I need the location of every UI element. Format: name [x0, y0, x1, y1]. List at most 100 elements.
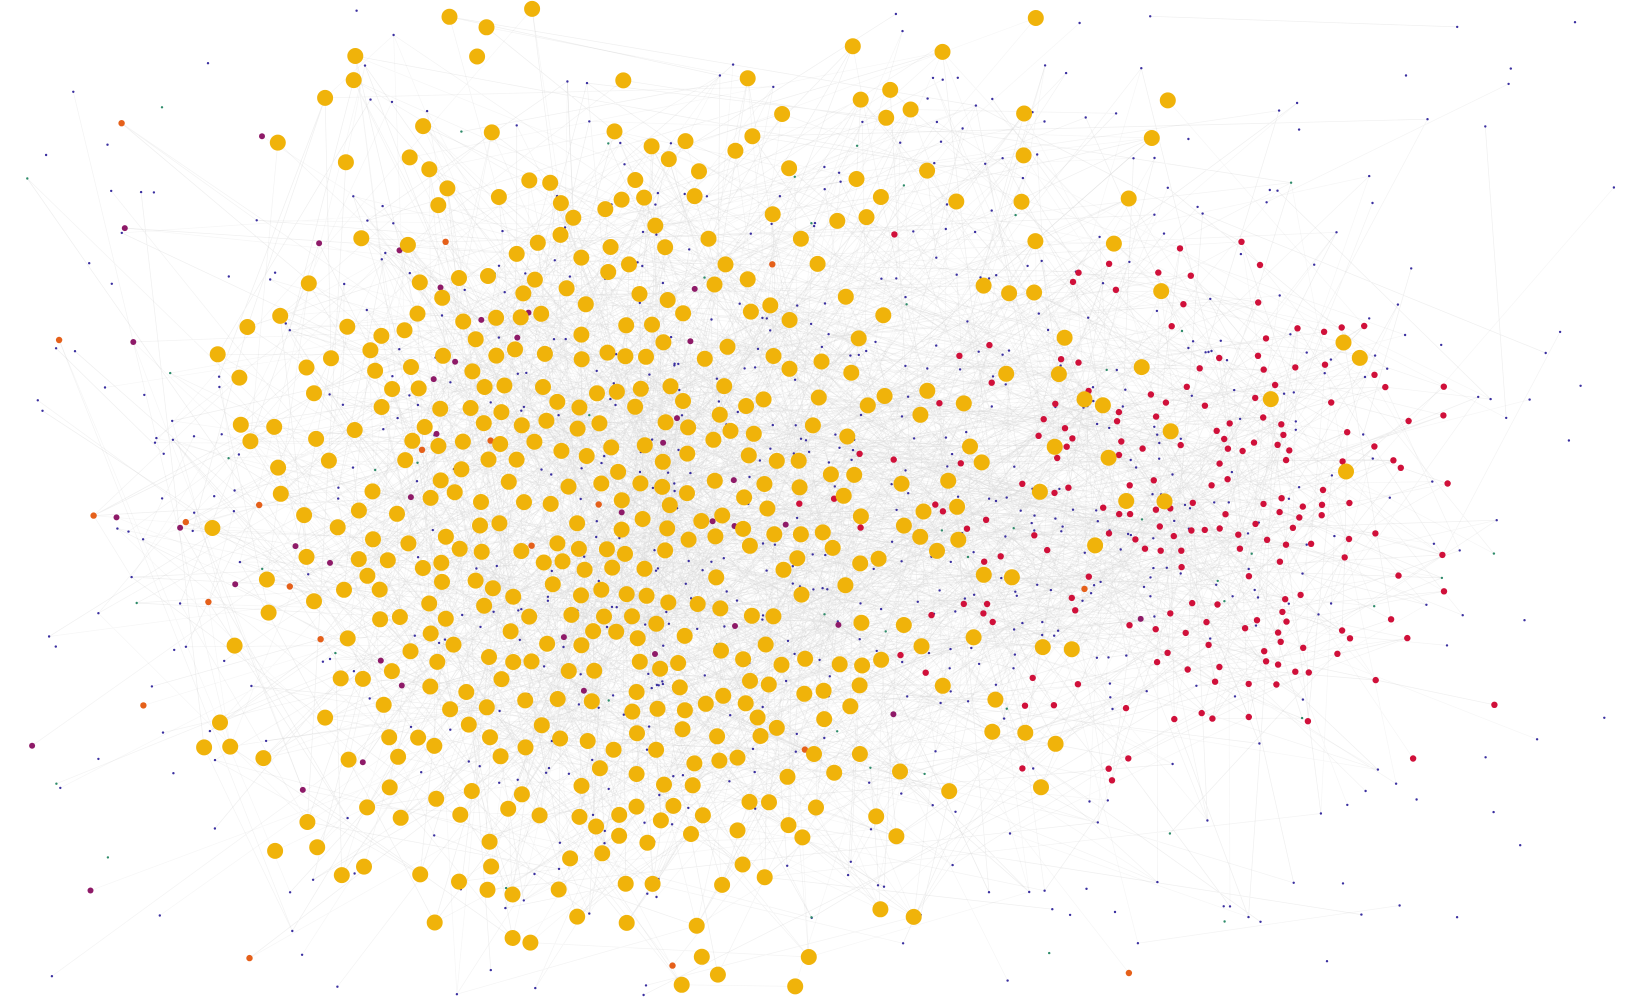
node-minor-nodes[interactable] — [607, 699, 610, 702]
node-background-nodes[interactable] — [661, 682, 665, 686]
node-background-nodes[interactable] — [1371, 457, 1375, 460]
node-core-cluster[interactable] — [708, 569, 725, 586]
node-background-nodes[interactable] — [595, 520, 598, 523]
node-background-nodes[interactable] — [171, 438, 175, 441]
node-background-nodes[interactable] — [680, 414, 684, 417]
node-background-nodes[interactable] — [368, 697, 371, 700]
node-background-nodes[interactable] — [823, 302, 827, 305]
node-background-nodes[interactable] — [1153, 615, 1156, 618]
node-minor-nodes[interactable] — [504, 886, 508, 890]
node-core-cluster[interactable] — [317, 709, 334, 726]
node-background-nodes[interactable] — [678, 388, 681, 392]
node-background-nodes[interactable] — [516, 372, 519, 375]
node-background-nodes[interactable] — [987, 497, 991, 500]
node-minor-nodes[interactable] — [1250, 552, 1253, 555]
node-bridge-nodes[interactable] — [452, 358, 459, 365]
node-background-nodes[interactable] — [588, 120, 591, 123]
node-secondary-cluster[interactable] — [1294, 325, 1301, 332]
node-background-nodes[interactable] — [753, 770, 756, 774]
node-background-nodes[interactable] — [392, 222, 395, 225]
node-core-cluster[interactable] — [569, 908, 586, 925]
node-background-nodes[interactable] — [1425, 603, 1428, 606]
node-core-cluster[interactable] — [1056, 329, 1073, 346]
node-bridge-nodes[interactable] — [782, 521, 789, 528]
node-bridge-nodes[interactable] — [660, 439, 667, 446]
node-core-cluster[interactable] — [709, 728, 726, 745]
node-core-cluster[interactable] — [488, 309, 505, 326]
node-secondary-cluster[interactable] — [1183, 383, 1191, 390]
node-background-nodes[interactable] — [1092, 399, 1095, 403]
node-core-cluster[interactable] — [743, 607, 760, 624]
node-secondary-cluster[interactable] — [1147, 391, 1155, 398]
node-background-nodes[interactable] — [579, 673, 582, 676]
node-core-cluster[interactable] — [604, 559, 621, 576]
node-secondary-cluster[interactable] — [1300, 644, 1307, 651]
node-core-cluster[interactable] — [727, 142, 744, 159]
node-background-nodes[interactable] — [778, 195, 782, 198]
node-background-nodes[interactable] — [1231, 595, 1234, 598]
node-core-cluster[interactable] — [700, 230, 717, 247]
node-background-nodes[interactable] — [1004, 535, 1007, 538]
node-core-cluster[interactable] — [451, 540, 468, 557]
node-secondary-cluster[interactable] — [1167, 610, 1174, 617]
node-bridge-nodes[interactable] — [316, 240, 323, 247]
node-core-cluster[interactable] — [586, 662, 603, 679]
node-core-cluster[interactable] — [853, 614, 870, 631]
node-bridge-nodes[interactable] — [691, 285, 698, 292]
node-core-cluster[interactable] — [569, 515, 586, 532]
node-core-cluster[interactable] — [707, 528, 724, 545]
node-background-nodes[interactable] — [467, 760, 470, 763]
node-core-cluster[interactable] — [410, 380, 427, 397]
node-background-nodes[interactable] — [1121, 405, 1125, 408]
node-minor-nodes[interactable] — [588, 414, 591, 417]
node-core-cluster[interactable] — [242, 433, 259, 450]
node-secondary-cluster[interactable] — [988, 379, 995, 386]
node-core-cluster[interactable] — [493, 404, 510, 421]
node-core-cluster[interactable] — [852, 508, 869, 525]
node-bridge-nodes[interactable] — [652, 651, 658, 657]
node-secondary-cluster[interactable] — [1205, 641, 1212, 649]
node-background-nodes[interactable] — [1096, 821, 1100, 824]
node-background-nodes[interactable] — [1043, 120, 1046, 123]
node-secondary-cluster[interactable] — [1274, 629, 1282, 636]
node-background-nodes[interactable] — [381, 204, 384, 208]
node-background-nodes[interactable] — [391, 375, 394, 378]
node-core-cluster[interactable] — [507, 341, 523, 358]
node-core-cluster[interactable] — [634, 511, 651, 527]
node-background-nodes[interactable] — [1415, 798, 1418, 801]
node-core-cluster[interactable] — [780, 817, 797, 834]
node-background-nodes[interactable] — [355, 9, 358, 12]
node-background-nodes[interactable] — [743, 367, 746, 370]
node-background-nodes[interactable] — [689, 471, 692, 475]
node-secondary-cluster[interactable] — [1252, 520, 1259, 528]
node-secondary-cluster[interactable] — [1188, 527, 1195, 534]
node-background-nodes[interactable] — [1519, 844, 1522, 847]
node-background-nodes[interactable] — [799, 437, 803, 440]
node-background-nodes[interactable] — [1019, 509, 1022, 512]
node-background-nodes[interactable] — [1179, 572, 1182, 575]
node-core-cluster[interactable] — [512, 309, 529, 326]
node-core-cluster[interactable] — [306, 385, 322, 402]
node-background-nodes[interactable] — [1404, 74, 1408, 77]
node-bridge-nodes[interactable] — [890, 711, 897, 718]
node-core-cluster[interactable] — [647, 217, 664, 234]
node-background-nodes[interactable] — [415, 480, 419, 483]
node-core-cluster[interactable] — [749, 709, 766, 726]
node-background-nodes[interactable] — [153, 441, 157, 444]
node-background-nodes[interactable] — [550, 569, 553, 573]
node-background-nodes[interactable] — [1410, 267, 1413, 270]
node-background-nodes[interactable] — [492, 610, 495, 613]
node-background-nodes[interactable] — [687, 806, 690, 810]
node-secondary-cluster[interactable] — [856, 450, 863, 457]
node-background-nodes[interactable] — [116, 527, 119, 530]
node-background-nodes[interactable] — [769, 329, 772, 332]
node-secondary-cluster[interactable] — [1439, 551, 1446, 559]
node-secondary-cluster[interactable] — [1491, 701, 1498, 708]
node-background-nodes[interactable] — [1033, 529, 1036, 532]
node-core-cluster[interactable] — [804, 417, 821, 434]
node-core-cluster[interactable] — [392, 809, 409, 826]
node-core-cluster[interactable] — [491, 515, 508, 532]
node-core-cluster[interactable] — [373, 327, 390, 344]
node-background-nodes[interactable] — [580, 467, 583, 470]
node-background-nodes[interactable] — [1004, 383, 1007, 386]
